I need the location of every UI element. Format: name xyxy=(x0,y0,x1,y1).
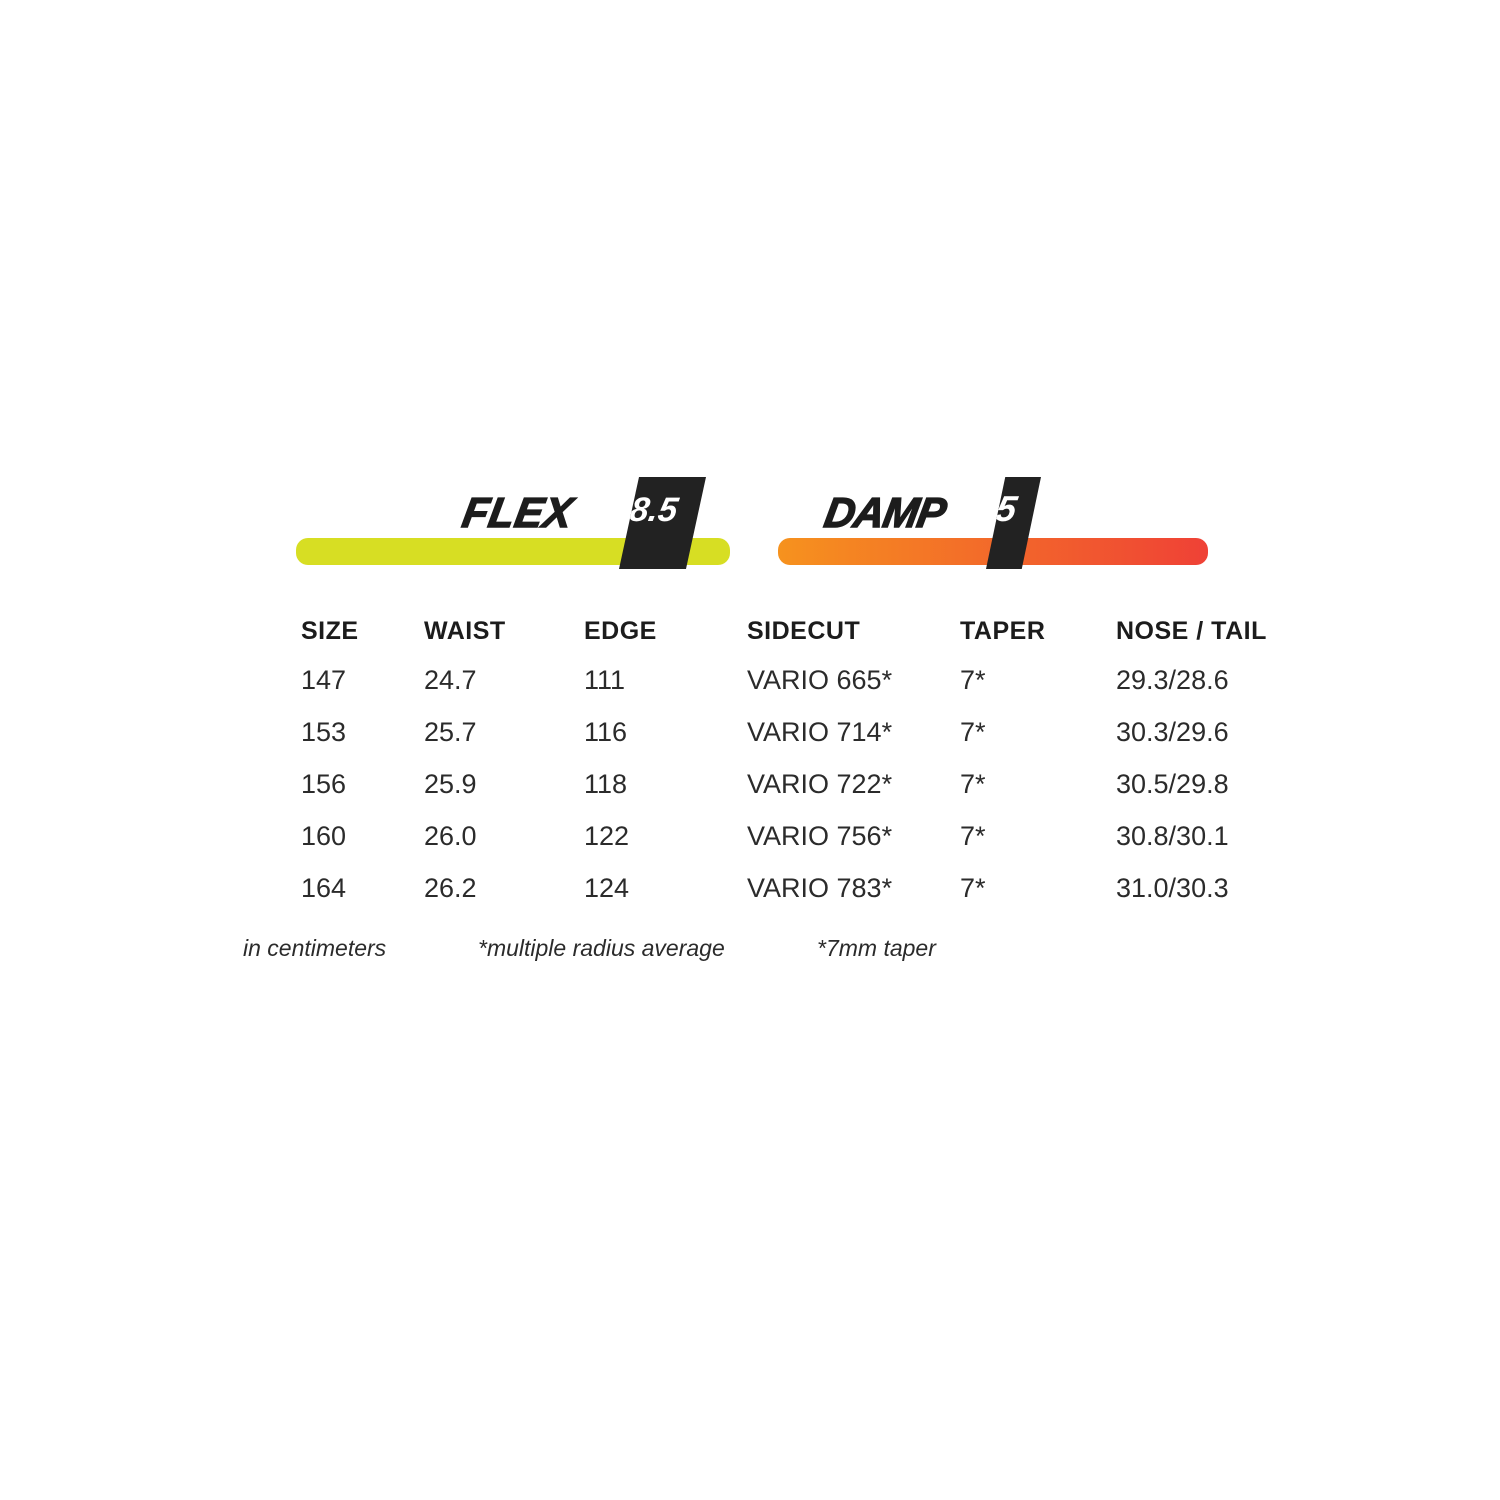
svg-text:8.5: 8.5 xyxy=(627,491,682,529)
svg-text:FLEX: FLEX xyxy=(459,489,579,536)
svg-text:DAMP: DAMP xyxy=(821,489,951,536)
